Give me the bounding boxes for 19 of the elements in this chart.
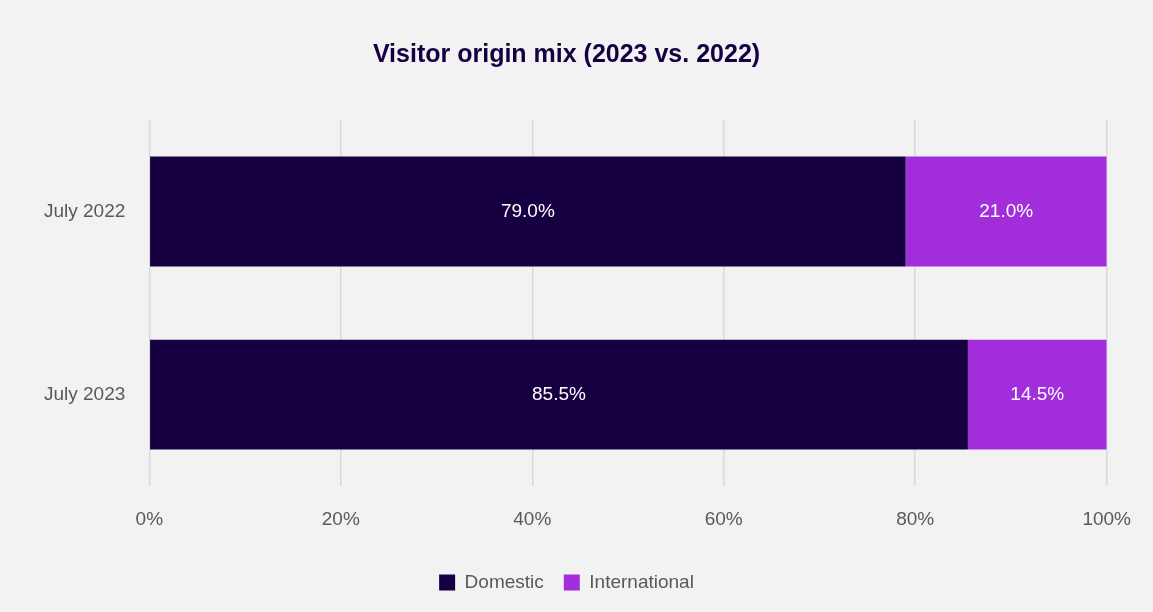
x-tick-label: 100% (1082, 507, 1132, 529)
data-label: 21.0% (979, 199, 1034, 221)
x-tick-label: 60% (704, 507, 743, 529)
data-label: 79.0% (500, 199, 555, 221)
chart-title: Visitor origin mix (2023 vs. 2022) (372, 38, 761, 67)
legend-label: Domestic (464, 570, 544, 592)
x-tick-label: 0% (135, 507, 164, 529)
bar (967, 339, 1107, 450)
bar (150, 156, 906, 267)
bar (150, 339, 968, 450)
x-tick-label: 80% (896, 507, 935, 529)
x-tick-label: 40% (513, 507, 552, 529)
data-label: 85.5% (532, 382, 587, 404)
y-tick-label: July 2022 (43, 199, 126, 221)
bar (905, 156, 1107, 267)
data-label: 14.5% (1010, 382, 1065, 404)
x-tick-label: 20% (321, 507, 360, 529)
legend-label: International (589, 570, 694, 592)
y-tick-label: July 2023 (43, 382, 126, 404)
